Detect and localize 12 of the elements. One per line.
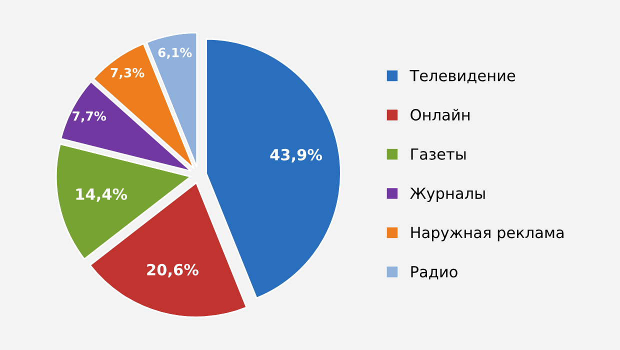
- legend-label: Телевидение: [410, 70, 516, 84]
- data-label: 7,3%: [110, 68, 144, 80]
- legend-label: Наружная реклама: [411, 226, 564, 242]
- data-label: 14,4%: [76, 188, 128, 202]
- legend-label: Онлайн: [410, 108, 470, 121]
- data-label: 43,9%: [270, 148, 322, 162]
- legend-label: Радио: [411, 266, 458, 280]
- legend-label: Газеты: [411, 148, 466, 160]
- data-label: 20,6%: [147, 264, 198, 278]
- data-label: 7,7%: [72, 111, 106, 122]
- data-label: 6,1%: [158, 48, 192, 59]
- legend-label: Журналы: [410, 188, 485, 202]
